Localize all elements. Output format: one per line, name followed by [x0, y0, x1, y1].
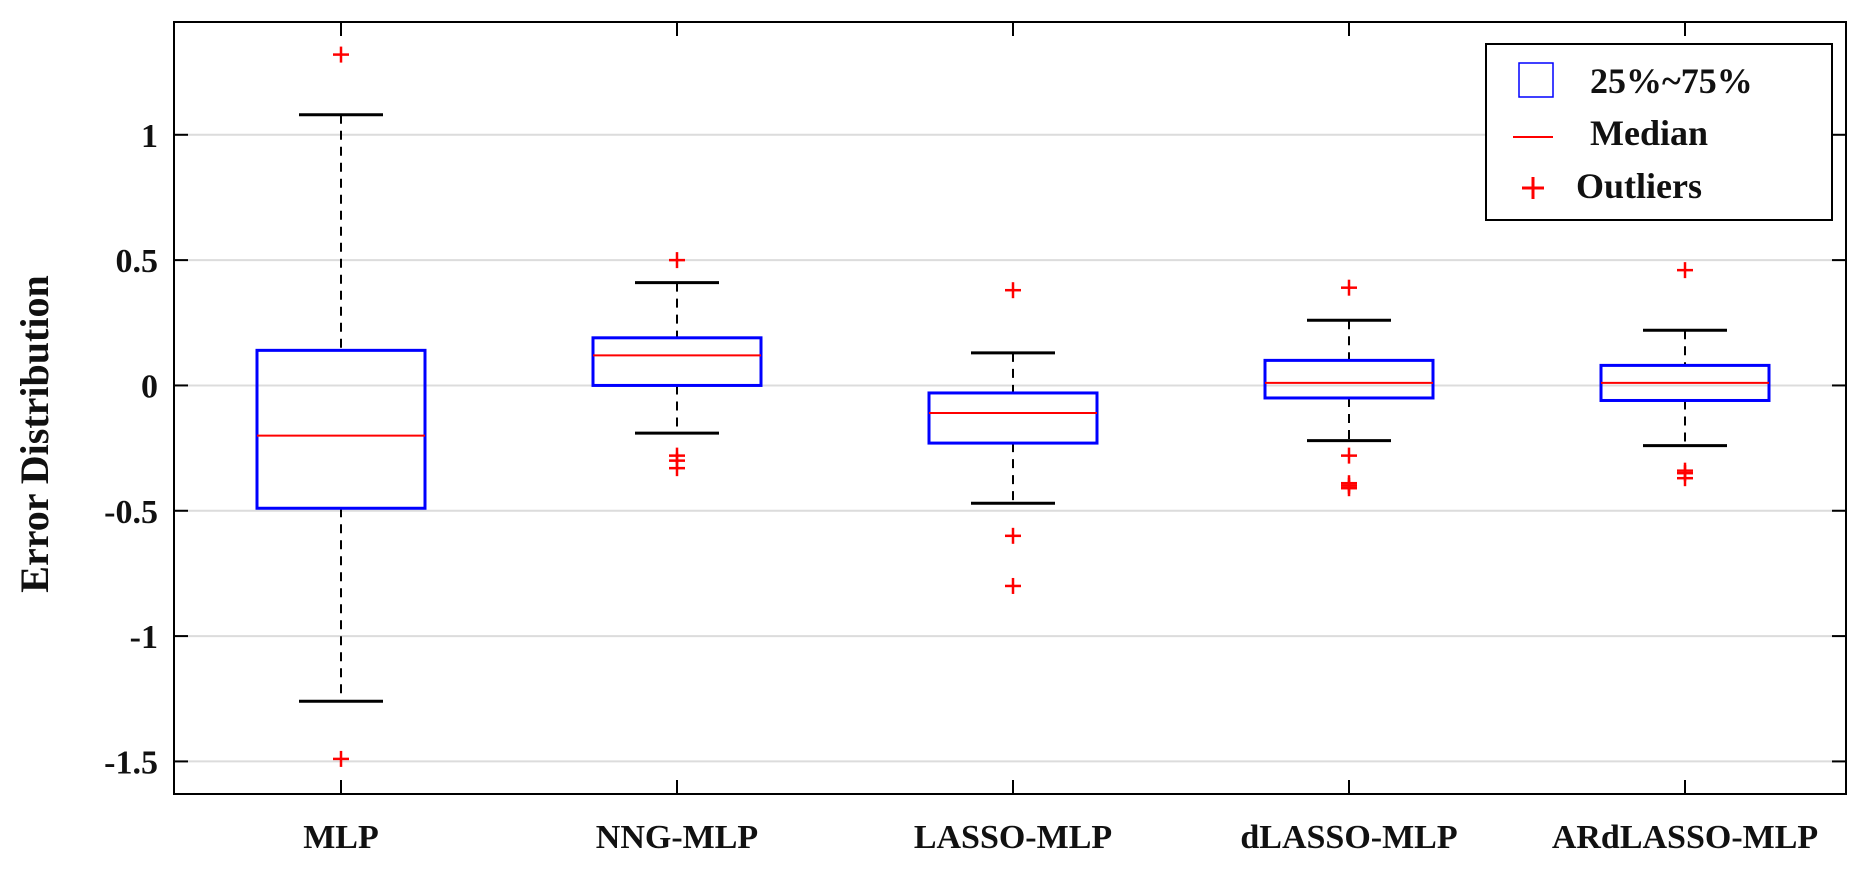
- box-series: [255, 46, 1771, 767]
- outlier-marker: [1341, 480, 1357, 497]
- outlier-marker: [1341, 279, 1357, 296]
- interquartile-box: [591, 336, 763, 387]
- outlier-marker: [1005, 282, 1021, 299]
- interquartile-box: [927, 391, 1099, 445]
- box-dlasso-mlp: [1263, 279, 1435, 497]
- y-tick-label: -1: [130, 619, 158, 656]
- box-lasso-mlp: [927, 282, 1099, 594]
- y-tick-label: -1.5: [104, 744, 158, 781]
- box-ardlasso-mlp: [1599, 262, 1771, 487]
- legend-label-median: Median: [1590, 113, 1708, 153]
- outlier-marker: [333, 750, 349, 767]
- y-axis-title: Error Distribution: [12, 275, 57, 592]
- outlier-marker: [1677, 262, 1693, 279]
- x-tick-label: NNG-MLP: [596, 819, 758, 856]
- plot-area-frame: [173, 21, 1847, 795]
- outlier-marker: [669, 252, 685, 269]
- outlier-marker: [1341, 447, 1357, 464]
- interquartile-box: [1263, 358, 1435, 400]
- legend-frame: [1485, 43, 1833, 221]
- axis-ticks: 1 0.5 0 -0.5 -1 -1.5 MLP NNG-MLP LASSO-MLP dLASSO…: [104, 22, 1846, 856]
- legend: 25%~75% Median Outliers: [1485, 43, 1833, 221]
- legend-label-box: 25%~75%: [1590, 61, 1753, 101]
- y-tick-label: 0: [141, 368, 158, 405]
- y-tick-label: -0.5: [104, 494, 158, 531]
- x-tick-label: dLASSO-MLP: [1240, 819, 1457, 856]
- box-mlp: [255, 46, 427, 767]
- y-tick-label: 0.5: [116, 243, 159, 280]
- legend-label-outliers: Outliers: [1576, 166, 1702, 206]
- y-tick-label: 1: [141, 118, 158, 155]
- legend-box-swatch: [1518, 62, 1554, 98]
- box-nng-mlp: [591, 252, 763, 477]
- legend-outlier-swatch: [1522, 177, 1544, 199]
- outlier-marker: [1677, 470, 1693, 487]
- x-tick-label: ARdLASSO-MLP: [1552, 819, 1818, 856]
- x-tick-label: MLP: [303, 819, 379, 856]
- outlier-marker: [333, 46, 349, 63]
- outlier-marker: [1005, 527, 1021, 544]
- outlier-marker: [1005, 577, 1021, 594]
- x-tick-label: LASSO-MLP: [914, 819, 1112, 856]
- interquartile-box: [255, 348, 427, 510]
- outlier-marker: [669, 460, 685, 477]
